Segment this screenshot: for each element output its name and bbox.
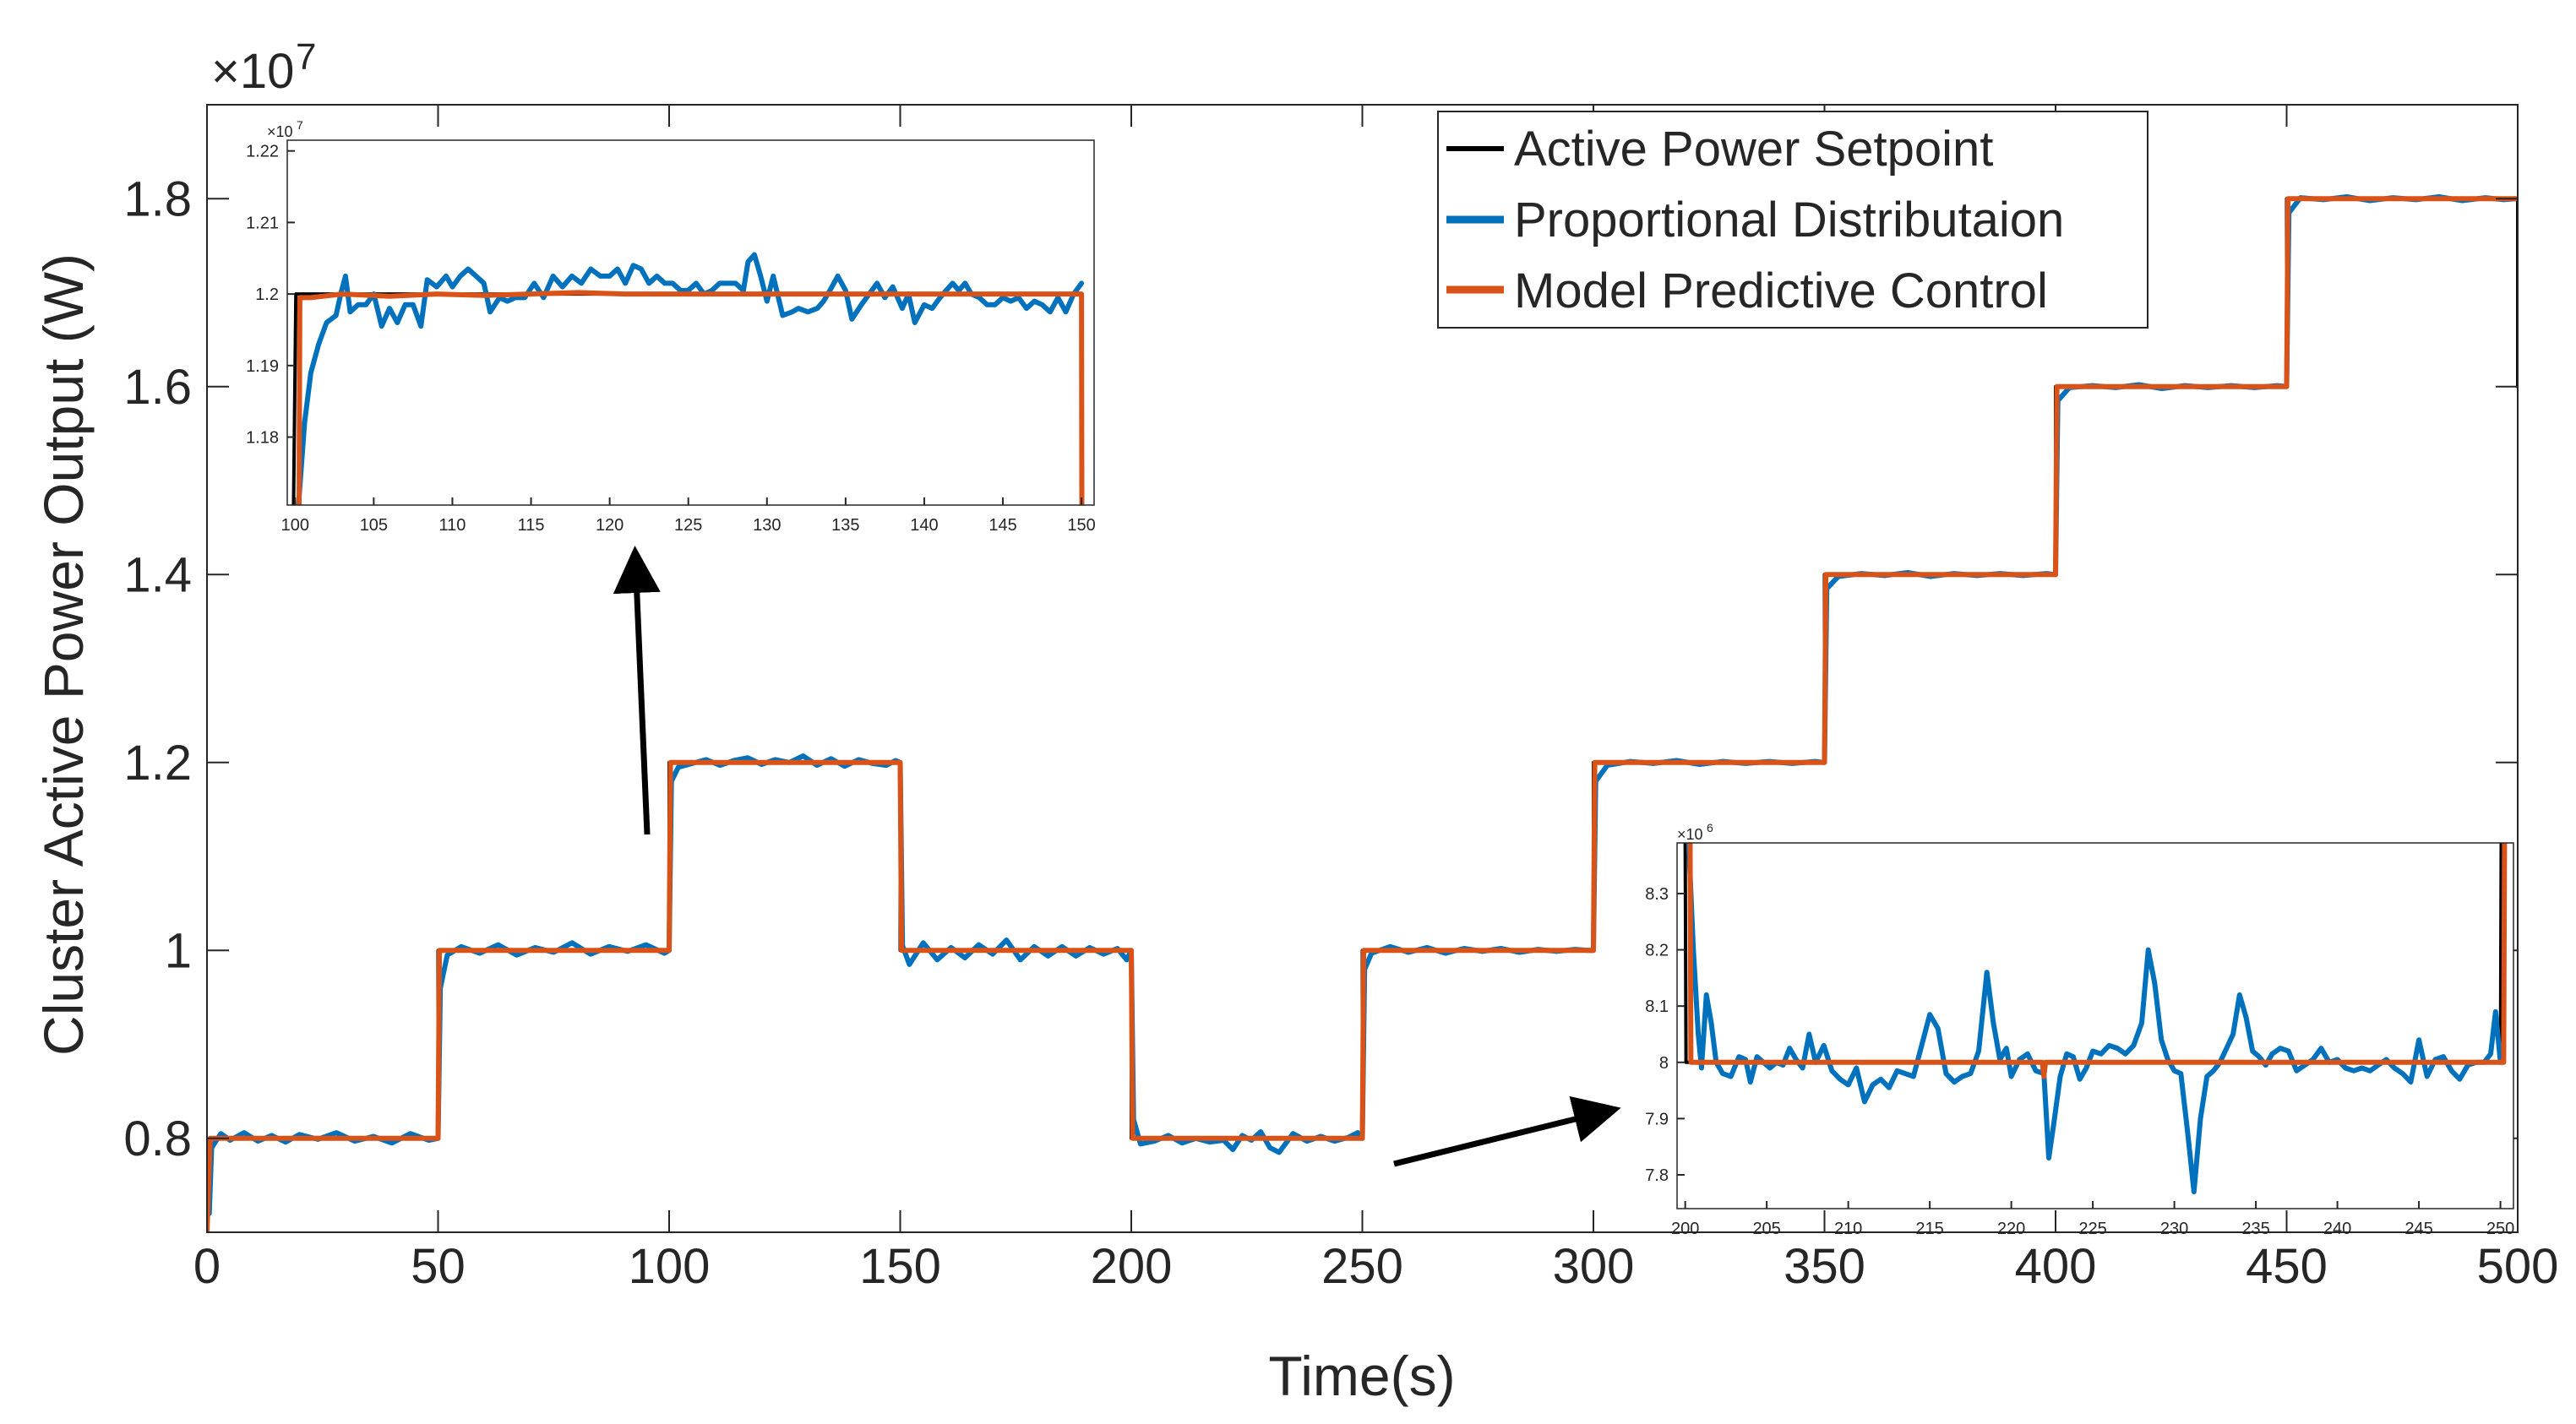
inset-1-tick-labels: 100 105 110 115 120 125 130 135 140 145 150 1.18 1.1…: [246, 143, 1096, 535]
inset-2-y-tick-label: 8.3: [1645, 885, 1669, 904]
inset-2-series-model-predictive-control: [1687, 843, 2508, 1079]
inset-2-x-tick-label: 205: [1752, 1220, 1780, 1238]
inset-1-x-tick-label: 110: [439, 516, 466, 535]
inset-1-x-tick-label: 120: [596, 516, 624, 535]
inset-2-series-proportional-distributaion: [1686, 843, 2503, 1194]
inset-2-y-tick-label: 7.8: [1645, 1166, 1669, 1185]
main-x-tick-label: 250: [1321, 1239, 1403, 1294]
inset-2-y-tick-label: 8.1: [1645, 997, 1669, 1016]
inset-1-x-tick-label: 140: [910, 516, 938, 535]
inset-2-series-group: [1683, 843, 2508, 1194]
inset-1-exponent-power: 7: [297, 118, 303, 132]
inset-1-y-tick-label: 1.19: [246, 357, 279, 376]
main-plot: 0 50 100 150 200 250 300 350 400 450 500 0.8 1 1.2 1.4…: [32, 36, 2558, 1407]
inset-1-exponent-base: ×10: [267, 123, 293, 140]
inset-2-exponent-power: 6: [1707, 821, 1713, 834]
main-x-tick-label: 500: [2477, 1239, 2559, 1294]
main-y-tick-label: 1.4: [123, 547, 192, 602]
inset-1-x-tick-label: 145: [988, 516, 1016, 535]
y-axis-label: Cluster Active Power Output (W): [32, 253, 95, 1056]
main-x-tick-label: 0: [193, 1239, 221, 1294]
main-y-tick-label: 1.6: [123, 360, 192, 415]
inset-1-series-group: [291, 252, 1085, 505]
main-y-tick-label: 1.2: [123, 736, 192, 791]
inset-2-x-tick-label: 220: [1997, 1220, 2025, 1238]
inset-1-x-tick-label: 135: [831, 516, 859, 535]
inset-2-exponent-base: ×10: [1677, 826, 1703, 843]
main-y-tick-label: 1.8: [123, 171, 192, 226]
inset-2-tick-labels: 200 205 210 215 220 225 230 235 240 245 250 7.8 7.9 8…: [1645, 885, 2514, 1238]
inset-2-x-tick-label: 250: [2486, 1220, 2514, 1238]
legend-box: [1437, 111, 2148, 329]
inset-1-x-tick-label: 105: [360, 516, 388, 535]
main-x-tick-label: 300: [1553, 1239, 1635, 1294]
inset-2-y-tick-label: 7.9: [1645, 1110, 1669, 1128]
inset-1-x-tick-label: 125: [674, 516, 702, 535]
inset-2-background: [1677, 843, 2513, 1209]
inset-1-y-tick-label: 1.21: [246, 214, 279, 232]
main-x-tick-label: 50: [411, 1239, 466, 1294]
inset-1-ticks: [287, 149, 1083, 505]
inset-1-y-tick-label: 1.18: [246, 429, 279, 448]
main-y-tick-label: 1: [165, 923, 192, 978]
legend-label-mpc: Model Predictive Control: [1514, 264, 2048, 318]
inset-2-x-tick-label: 240: [2323, 1220, 2351, 1238]
inset-1-series-model-predictive-control: [297, 290, 1085, 505]
zoom-arrow-bottom: [1393, 1095, 1621, 1167]
inset-1-x-tick-label: 115: [518, 516, 545, 535]
main-x-tick-label: 200: [1091, 1239, 1173, 1294]
main-series-group: [207, 194, 2518, 1232]
inset-1-x-tick-label: 130: [753, 516, 781, 535]
inset-2-x-tick-label: 215: [1915, 1220, 1943, 1238]
main-y-tick-label: 0.8: [123, 1111, 192, 1166]
inset-2-x-tick-label: 225: [2078, 1220, 2106, 1238]
main-x-tick-label: 100: [629, 1239, 711, 1294]
inset-1-y-tick-label: 1.22: [246, 143, 279, 161]
inset-2-ticks: [1677, 892, 2502, 1209]
inset-plot-top-left: 100 105 110 115 120 125 130 135 140 145 150 1.18 1.1…: [246, 118, 1096, 535]
inset-1-axes-box: [286, 139, 1095, 506]
main-exponent-power: 7: [296, 36, 316, 78]
inset-1-x-tick-label: 100: [281, 516, 309, 535]
inset-1-background: [287, 140, 1094, 505]
inset-plot-bottom-right: 200 205 210 215 220 225 230 235 240 245 250 7.8 7.9 8…: [1645, 821, 2514, 1238]
inset-2-y-tick-label: 8.2: [1645, 942, 1669, 960]
inset-2-x-tick-label: 210: [1834, 1220, 1862, 1238]
inset-2-axes-box: [1676, 842, 2514, 1209]
inset-1-x-tick-label: 150: [1067, 516, 1095, 535]
main-tick-labels: 0 50 100 150 200 250 300 350 400 450 500 0.8 1 1.2 1.4…: [123, 171, 2558, 1294]
main-x-tick-label: 400: [2015, 1239, 2097, 1294]
inset-2-x-tick-label: 235: [2241, 1220, 2269, 1238]
main-x-tick-label: 350: [1784, 1239, 1865, 1294]
inset-1-series-proportional-distributaion: [296, 252, 1085, 505]
legend: Active Power Setpoint Proportional Distr…: [1437, 111, 2148, 329]
zoom-arrow-top: [613, 546, 661, 835]
main-exponent-base: ×10: [211, 44, 294, 99]
legend-label-proportional: Proportional Distributaion: [1514, 193, 2064, 247]
x-axis-label: Time(s): [1268, 1345, 1455, 1407]
main-x-tick-label: 450: [2246, 1239, 2328, 1294]
inset-2-y-tick-label: 8: [1659, 1054, 1669, 1073]
legend-label-setpoint: Active Power Setpoint: [1514, 122, 1993, 177]
inset-2-x-tick-label: 200: [1671, 1220, 1699, 1238]
inset-2-x-tick-label: 245: [2404, 1220, 2432, 1238]
inset-1-y-tick-label: 1.2: [255, 285, 279, 304]
main-x-tick-label: 150: [859, 1239, 941, 1294]
inset-2-x-tick-label: 230: [2160, 1220, 2188, 1238]
main-series-model-predictive-control: [207, 196, 2518, 1232]
